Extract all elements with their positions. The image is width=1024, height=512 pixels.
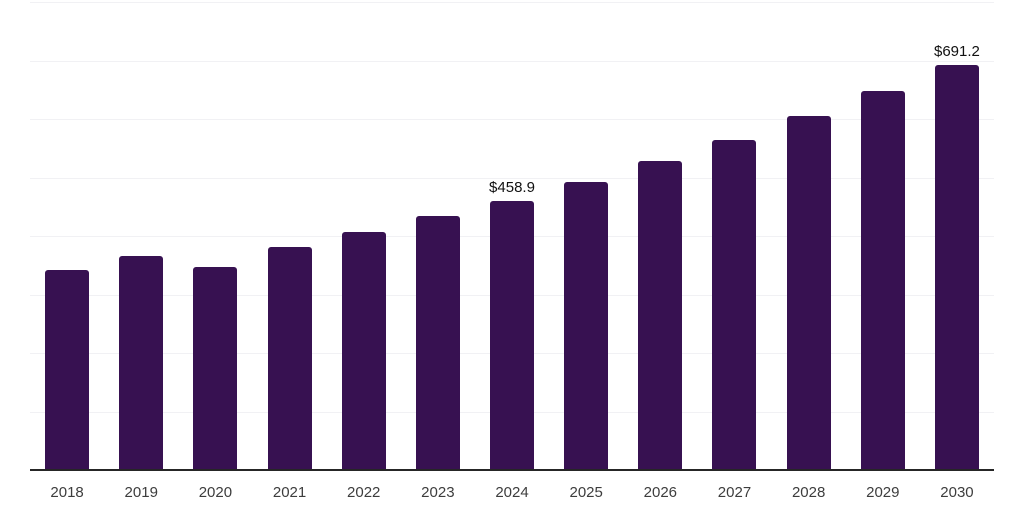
x-axis-label-2027: 2027 <box>717 484 752 501</box>
x-axis-label-2025: 2025 <box>569 484 603 501</box>
bar-2018[interactable] <box>45 270 90 469</box>
x-axis-label-2029: 2029 <box>866 484 900 501</box>
bar-2030[interactable] <box>934 64 979 469</box>
bar-2024[interactable] <box>490 200 534 469</box>
x-axis-line <box>30 469 994 471</box>
x-axis-label-2030: 2030 <box>940 484 974 501</box>
gridline <box>30 119 994 120</box>
x-axis-label-2018: 2018 <box>50 484 84 501</box>
data-label-2030: $691.2 <box>933 42 980 60</box>
bar-2021[interactable] <box>267 247 312 469</box>
plot-area: $458.9 $691.2 <box>30 2 994 471</box>
x-axis-label-2028: 2028 <box>791 484 826 501</box>
x-axis-label-2020: 2020 <box>198 484 233 501</box>
bar-2022[interactable] <box>341 232 386 469</box>
bar-2023[interactable] <box>415 215 460 469</box>
x-axis-label-2022: 2022 <box>347 484 381 501</box>
bar-2025[interactable] <box>564 181 609 469</box>
bar-2027[interactable] <box>712 140 757 469</box>
bar-2019[interactable] <box>119 256 164 469</box>
gridline <box>30 60 994 62</box>
gridline <box>30 177 994 179</box>
data-label-2024: $458.9 <box>489 178 535 196</box>
bar-2026[interactable] <box>638 161 683 469</box>
x-axis: 2018 2019 2020 2021 2022 2023 2024 2025 2026 2027… <box>30 484 994 502</box>
bar-2029[interactable] <box>860 91 905 469</box>
x-axis-label-2019: 2019 <box>124 484 158 501</box>
x-axis-label-2024: 2024 <box>495 484 529 501</box>
x-axis-label-2021: 2021 <box>272 484 307 501</box>
x-axis-label-2026: 2026 <box>643 484 678 501</box>
bar-2020[interactable] <box>193 266 238 469</box>
gridline <box>30 2 994 3</box>
x-axis-label-2023: 2023 <box>421 484 455 501</box>
bar-2028[interactable] <box>786 116 831 469</box>
